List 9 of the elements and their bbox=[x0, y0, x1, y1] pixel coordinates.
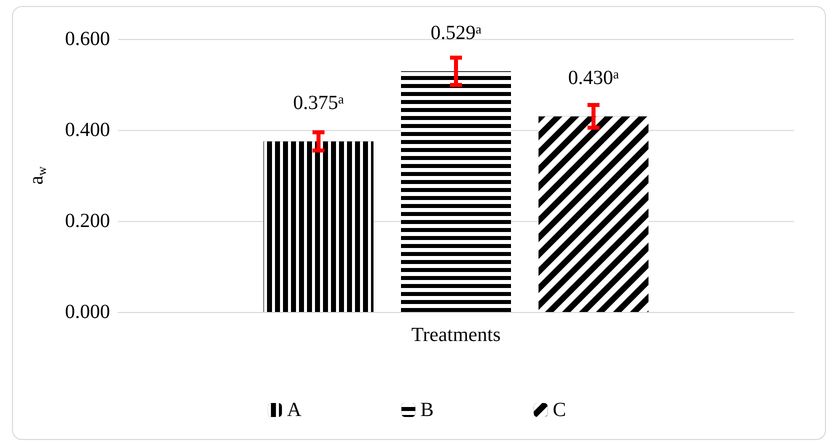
legend-label: C bbox=[552, 399, 566, 421]
legend-label: A bbox=[286, 399, 302, 421]
y-tick-label: 0.400 bbox=[65, 119, 110, 141]
legend-label: B bbox=[420, 399, 434, 421]
x-axis-title: Treatments bbox=[411, 324, 501, 346]
y-tick-label: 0.600 bbox=[65, 28, 110, 50]
y-tick-label: 0.000 bbox=[65, 301, 110, 323]
y-tick-label: 0.200 bbox=[65, 210, 110, 232]
y-axis-title: aw bbox=[26, 166, 49, 185]
